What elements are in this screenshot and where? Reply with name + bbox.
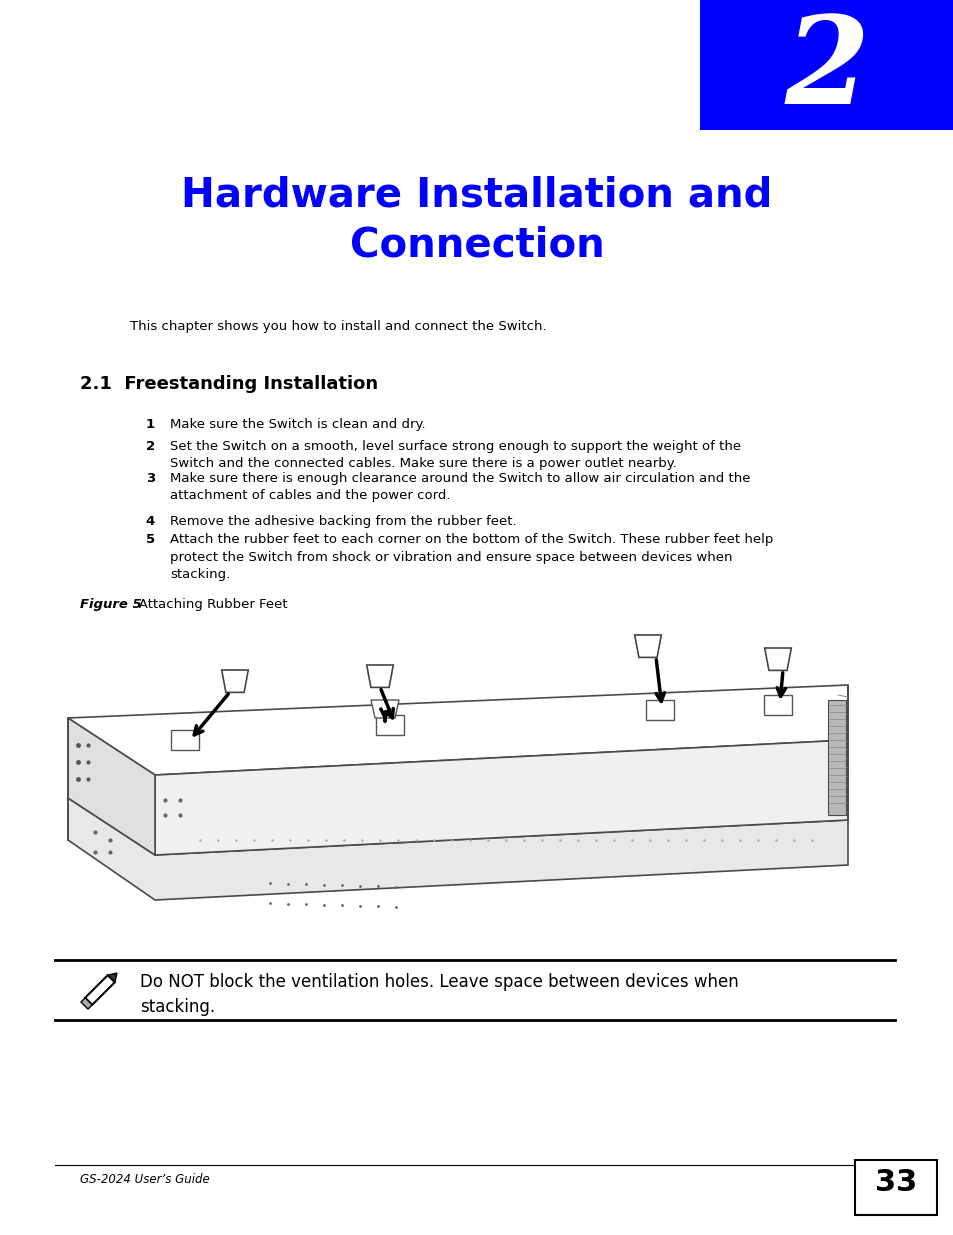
Polygon shape xyxy=(221,671,248,693)
Polygon shape xyxy=(85,976,114,1005)
Text: This chapter shows you how to install and connect the Switch.: This chapter shows you how to install an… xyxy=(130,320,546,333)
Text: GS-2024 User’s Guide: GS-2024 User’s Guide xyxy=(80,1173,210,1186)
Text: 1: 1 xyxy=(146,417,154,431)
Bar xyxy=(854,1160,936,1215)
Text: Figure 5: Figure 5 xyxy=(80,598,142,611)
Text: 2: 2 xyxy=(783,11,868,130)
Text: 2: 2 xyxy=(146,440,154,453)
Polygon shape xyxy=(366,664,393,688)
Text: Set the Switch on a smooth, level surface strong enough to support the weight of: Set the Switch on a smooth, level surfac… xyxy=(170,440,740,471)
Bar xyxy=(645,700,673,720)
Text: Hardware Installation and: Hardware Installation and xyxy=(181,175,772,215)
Text: Attach the rubber feet to each corner on the bottom of the Switch. These rubber : Attach the rubber feet to each corner on… xyxy=(170,534,773,580)
Bar xyxy=(375,715,403,735)
Text: Do NOT block the ventilation holes. Leave space between devices when
stacking.: Do NOT block the ventilation holes. Leav… xyxy=(140,973,738,1016)
Text: 33: 33 xyxy=(874,1168,916,1198)
Polygon shape xyxy=(68,685,847,776)
Bar xyxy=(763,695,791,715)
Text: 4: 4 xyxy=(146,515,154,529)
Text: 3: 3 xyxy=(146,472,154,485)
Text: Connection: Connection xyxy=(349,225,604,266)
Polygon shape xyxy=(68,798,847,900)
Text: Attaching Rubber Feet: Attaching Rubber Feet xyxy=(126,598,287,611)
Bar xyxy=(171,730,199,750)
Bar xyxy=(700,0,953,130)
Polygon shape xyxy=(764,648,790,671)
Text: 5: 5 xyxy=(146,534,154,546)
Polygon shape xyxy=(81,998,92,1009)
Text: Make sure there is enough clearance around the Switch to allow air circulation a: Make sure there is enough clearance arou… xyxy=(170,472,750,503)
Bar xyxy=(827,700,845,815)
Polygon shape xyxy=(108,973,117,982)
Polygon shape xyxy=(154,740,847,855)
Polygon shape xyxy=(634,635,660,657)
Text: Make sure the Switch is clean and dry.: Make sure the Switch is clean and dry. xyxy=(170,417,425,431)
Text: 2.1  Freestanding Installation: 2.1 Freestanding Installation xyxy=(80,375,377,393)
Polygon shape xyxy=(371,700,398,718)
Text: Remove the adhesive backing from the rubber feet.: Remove the adhesive backing from the rub… xyxy=(170,515,517,529)
Polygon shape xyxy=(68,718,154,855)
